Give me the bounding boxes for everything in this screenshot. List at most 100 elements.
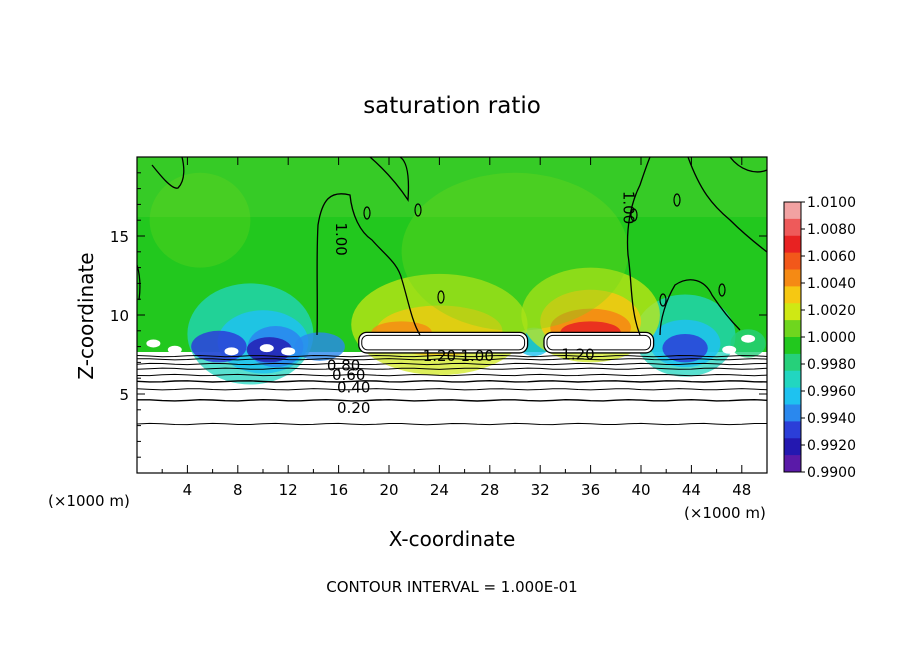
field-blob — [730, 329, 766, 358]
contour-lower-0.5 — [137, 373, 767, 377]
contour-cloud-inner — [546, 334, 652, 351]
contour-1-00 — [659, 279, 741, 336]
contour-lower-0.3 — [137, 388, 767, 391]
colorbar-swatch — [784, 252, 801, 270]
contour-1-00 — [729, 157, 767, 173]
colorbar-swatch — [784, 370, 801, 389]
contour-lines — [137, 157, 767, 426]
cloud-patch — [281, 347, 296, 356]
x-tick-label: 44 — [682, 481, 701, 499]
contour-label: 0.80 — [327, 357, 360, 375]
x-tick-label: 32 — [531, 481, 550, 499]
colorbar-swatch — [784, 421, 801, 439]
contour-island — [414, 203, 422, 217]
contour-labels: 1.001.001.20 1.00 1.200.800.600.400.20 — [327, 191, 637, 417]
cloud-patch — [224, 347, 239, 356]
contour-island — [673, 193, 681, 207]
colorbar-swatch — [784, 404, 801, 422]
x-tick-label: 8 — [233, 481, 243, 499]
contour-island — [659, 293, 667, 307]
contour-lower-0.8 — [137, 358, 767, 361]
contour-label: 1.00 — [460, 347, 493, 365]
colorbar-label: 1.0020 — [807, 303, 856, 319]
colorbar-label: 0.9920 — [807, 438, 856, 454]
field-blob — [294, 332, 345, 361]
contour-cloud — [358, 331, 529, 354]
contour-cloud — [543, 331, 655, 354]
upper-field — [137, 157, 767, 217]
colorbar-swatch — [784, 202, 801, 220]
contour-1-00 — [626, 157, 651, 336]
colorbar-label: 0.9900 — [807, 465, 856, 481]
contour-label: 0.40 — [337, 379, 370, 397]
colorbar-swatch — [784, 387, 801, 405]
field-blob — [149, 172, 251, 268]
contour-lower-0.6 — [137, 367, 767, 370]
contour-island — [718, 283, 726, 297]
x-unit-left: (×1000 m) — [48, 492, 130, 510]
contour-island — [437, 290, 445, 304]
cloud-region — [358, 332, 528, 353]
y-axis-ticks: 5 10 15 — [110, 172, 767, 458]
cloud-patch — [167, 345, 182, 354]
contour-label: 0.20 — [337, 399, 370, 417]
contour-1-00 — [151, 157, 185, 189]
colorbar-swatch — [784, 320, 801, 338]
x-tick-label: 20 — [379, 481, 398, 499]
colorbar-label: 0.9940 — [807, 411, 856, 427]
x-tick-label: 4 — [183, 481, 193, 499]
x-tick-label: 40 — [631, 481, 650, 499]
cloud-patch — [259, 344, 274, 353]
field-blob — [662, 333, 708, 363]
cloud-patch — [741, 334, 756, 343]
contour-interval-note: CONTOUR INTERVAL = 1.000E-01 — [326, 578, 577, 596]
contour-label: 1.20 — [423, 347, 456, 365]
colorbar-label: 1.0040 — [807, 276, 856, 292]
x-tick-label: 36 — [581, 481, 600, 499]
contour-lower-0.9 — [137, 354, 767, 358]
y-tick-label: 15 — [110, 228, 129, 246]
colorbar-swatch — [784, 337, 801, 355]
x-tick-label: 24 — [430, 481, 449, 499]
x-axis-label: X-coordinate — [389, 527, 516, 551]
contour-label: 0.60 — [332, 366, 365, 384]
colorbar-label: 0.9960 — [807, 384, 856, 400]
colorbar-swatch — [784, 303, 801, 321]
contour-label: 1.20 — [561, 346, 594, 364]
contour-lower-0.7 — [137, 362, 767, 366]
colorbar-label: 1.0100 — [807, 195, 856, 211]
colorbar-swatch — [784, 218, 801, 237]
field-blob — [401, 172, 629, 331]
colorbar-label: 0.9980 — [807, 357, 856, 373]
contour-lower-0.1 — [137, 422, 767, 426]
contour-label: 1.00 — [332, 222, 350, 255]
contour-1-00 — [316, 193, 421, 336]
contour-island — [363, 206, 371, 220]
field-blob — [191, 330, 247, 363]
colorbar-swatch — [784, 353, 801, 372]
colorbar-swatch — [784, 455, 801, 473]
contour-lower-0.2 — [137, 398, 767, 402]
x-tick-label: 28 — [480, 481, 499, 499]
colorbar-swatch — [784, 438, 801, 456]
x-tick-label: 16 — [329, 481, 348, 499]
colorbar-swatch — [784, 286, 801, 304]
colorbar-label: 1.0000 — [807, 330, 856, 346]
contour-island — [630, 208, 638, 222]
chart-title: saturation ratio — [363, 93, 541, 119]
contour-lower-0.4 — [137, 379, 767, 383]
y-tick-label: 10 — [110, 307, 129, 325]
cloud-patch — [722, 345, 737, 354]
cloud-patch — [146, 339, 161, 348]
colorbar-swatch — [784, 235, 801, 254]
cloud-region — [543, 332, 654, 353]
x-unit-right: (×1000 m) — [684, 504, 766, 522]
colorbar-label: 1.0060 — [807, 249, 856, 265]
colorbar: 1.0100 1.0080 1.0060 1.0040 1.0020 1.0000 0.99… — [783, 195, 856, 481]
colorbar-swatch — [784, 269, 801, 287]
y-tick-label: 5 — [119, 386, 129, 404]
x-tick-label: 12 — [279, 481, 298, 499]
colorbar-label: 1.0080 — [807, 222, 856, 238]
contour-label: 1.00 — [619, 191, 637, 224]
